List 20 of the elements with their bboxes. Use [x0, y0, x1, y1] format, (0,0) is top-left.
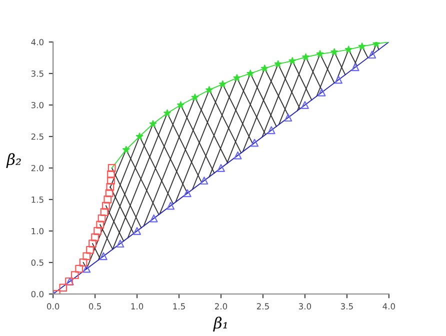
x-tick-label: 4.0	[382, 303, 395, 310]
x-tick-label: 1.5	[173, 303, 185, 310]
y-tick-label: 0.5	[31, 259, 44, 266]
x-axis-title: β₁	[213, 316, 227, 332]
x-tick-label: 3.0	[298, 303, 312, 310]
y-tick-label: 2.5	[31, 133, 44, 140]
y-tick-label: 2.0	[31, 164, 44, 172]
y-tick-label: 1.0	[32, 228, 44, 234]
x-tick-label: 1.0	[131, 303, 144, 310]
x-tick-label: 0.5	[88, 303, 101, 310]
x-tick-label: 2.5	[256, 303, 269, 310]
y-tick-label: 1.5	[32, 196, 44, 203]
x-tick-label: 3.5	[340, 303, 353, 310]
y-tick-label: 3.5	[31, 70, 44, 77]
y-tick-label: 3.0	[31, 102, 44, 108]
x-tick-label: 0.0	[46, 303, 60, 310]
y-tick-label: 0.0	[31, 290, 44, 298]
x-tick-label: 2.0	[214, 303, 228, 310]
y-tick-label: 4.0	[31, 38, 44, 46]
y-axis-title: β₂	[6, 153, 21, 168]
